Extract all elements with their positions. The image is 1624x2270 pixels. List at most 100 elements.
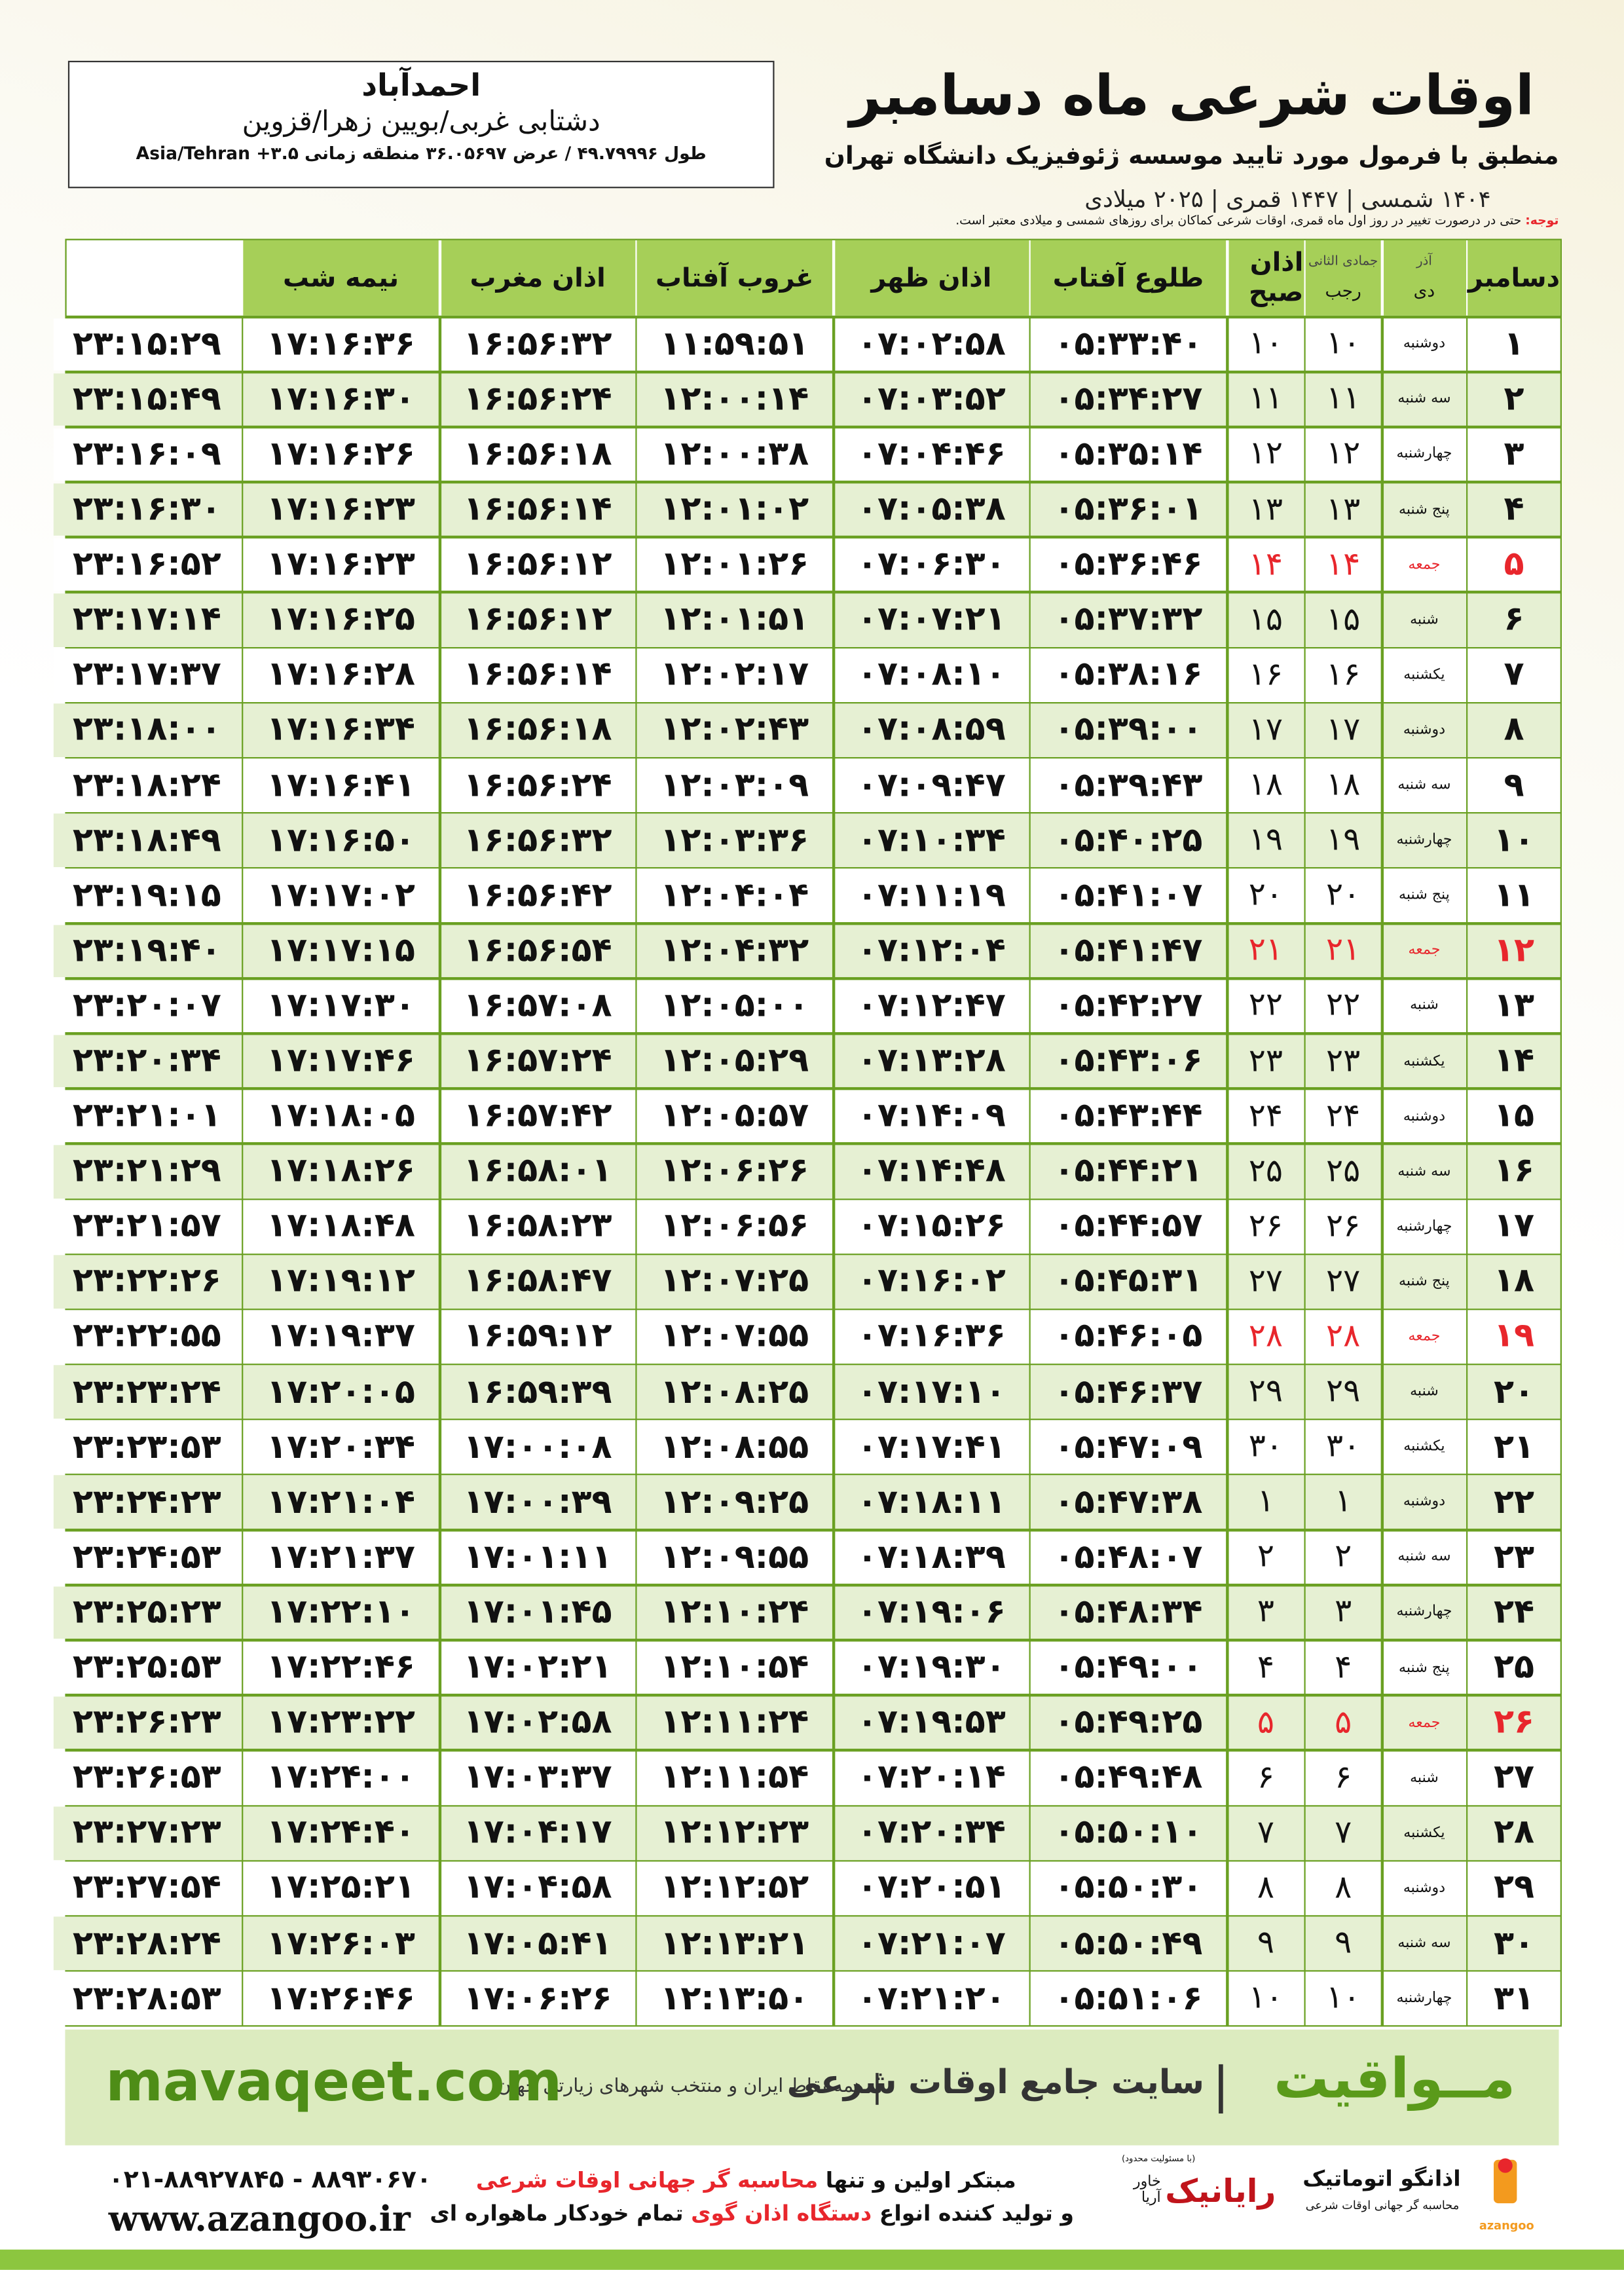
column-header: اذان ظهر [834, 240, 1029, 316]
table-cell: ۱۷:۲۱:۳۷ [243, 1531, 439, 1584]
table-cell: ۲۸ [1228, 1310, 1304, 1364]
table-cell: ۰۵:۵۱:۰۶ [1030, 1972, 1227, 2026]
table-cell: ۱۲:۱۰:۵۴ [637, 1641, 832, 1694]
table-cell: ۰۵:۴۳:۴۴ [1030, 1089, 1227, 1143]
table-cell: ۱۰ [1305, 1972, 1381, 2026]
table-cell: ۱۲:۰۷:۲۵ [637, 1255, 832, 1309]
table-cell: ۲۳:۱۹:۴۰ [52, 924, 242, 978]
table-row: ۲۸ یکشنبه ۷ ۷ ۰۵:۵۰:۱۰ ۰۷:۲۰:۳۴ ۱۲:۱۲:۲۳ ۱۷:۰۴:… [52, 1806, 1560, 1860]
table-cell: ۱۲:۱۳:۲۱ [637, 1916, 832, 1970]
table-cell: ۰۵:۴۷:۳۸ [1030, 1476, 1227, 1529]
table-cell: ۳۰ [1228, 1421, 1304, 1474]
text: تمام خودکار ماهواره ای [430, 2200, 684, 2227]
table-header: دسامبر آذر دی جمادی الثانی رجب اذان صبح طلوع آ… [66, 240, 1560, 316]
table-cell: ۱۲:۰۵:۲۹ [637, 1034, 832, 1088]
table-row: ۹ سه شنبه ۱۸ ۱۸ ۰۵:۳۹:۴۳ ۰۷:۰۹:۴۷ ۱۲:۰۳:۰۹ ۱۶:۵… [52, 758, 1560, 812]
table-cell: ۱۲ [1228, 428, 1304, 481]
table-cell: ۱۲:۰۵:۰۰ [637, 979, 832, 1033]
table-cell: ۰۷:۱۲:۰۴ [834, 924, 1029, 978]
table-cell: ۴ [1228, 1641, 1304, 1694]
table-cell: ۰۵:۳۳:۴۰ [1030, 318, 1227, 371]
table-cell: ۱۶ [1228, 648, 1304, 702]
table-cell: جمعه [1382, 1310, 1466, 1364]
table-cell: ۱۷:۱۹:۳۷ [243, 1310, 439, 1364]
table-cell: ۱۷:۰۱:۴۵ [441, 1586, 635, 1639]
table-cell: ۲۱ [1305, 924, 1381, 978]
table-cell: ۱۲:۰۱:۲۶ [637, 538, 832, 591]
table-cell: ۱۶:۵۷:۰۸ [441, 979, 635, 1033]
table-cell: ۱۷:۰۰:۰۸ [441, 1421, 635, 1474]
table-cell: چهارشنبه [1382, 1586, 1466, 1639]
table-cell: ۲۵ [1305, 1145, 1381, 1199]
table-cell: ۲۰ [1228, 869, 1304, 923]
table-cell: ۲۳:۱۶:۳۰ [52, 483, 242, 536]
logo-azangoo: اذانگو اتوماتیک [1302, 2165, 1461, 2192]
table-row: ۳۱ چهارشنبه ۱۰ ۱۰ ۰۵:۵۱:۰۶ ۰۷:۲۱:۲۰ ۱۲:۱۳:۵۰ ۱۷… [52, 1972, 1560, 2026]
table-cell: ۱۷:۱۷:۴۶ [243, 1034, 439, 1088]
table-cell: ۰۷:۱۲:۴۷ [834, 979, 1029, 1033]
table-cell: ۱۲ [1305, 428, 1381, 481]
table-cell: ۱۷:۱۶:۳۰ [243, 373, 439, 426]
table-cell: ۰۵:۴۶:۰۵ [1030, 1310, 1227, 1364]
subtitle: منطبق با فرمول مورد تایید موسسه ژئوفیزیک… [824, 141, 1559, 171]
table-cell: ۲۰ [1467, 1365, 1560, 1419]
table-cell: یکشنبه [1382, 648, 1466, 702]
table-cell: ۰۷:۱۹:۳۰ [834, 1641, 1029, 1694]
table-cell: ۱ [1467, 318, 1560, 371]
table-cell: ۰۵:۴۹:۴۸ [1030, 1751, 1227, 1805]
column-header: اذان صبح [1228, 240, 1304, 316]
slogan: سایت جامع اوقات شرعی [786, 2064, 1204, 2102]
phone: ۰۲۱-۸۸۹۲۷۸۴۵ - ۸۸۹۳۰۶۷۰ [108, 2165, 432, 2195]
table-cell: ۱۷:۲۴:۴۰ [243, 1806, 439, 1860]
table-cell: ۱۳ [1228, 483, 1304, 536]
table-cell: ۱۷:۱۷:۰۲ [243, 869, 439, 923]
column-header: جمادی الثانی رجب [1305, 240, 1381, 316]
table-cell: یکشنبه [1382, 1034, 1466, 1088]
logo-azangoo-en: azangoo [1479, 2219, 1534, 2233]
table-cell: ۱۷:۰۴:۵۸ [441, 1861, 635, 1915]
table-row: ۸ دوشنبه ۱۷ ۱۷ ۰۵:۳۹:۰۰ ۰۷:۰۸:۵۹ ۱۲:۰۲:۴۳ ۱۶:۵۶… [52, 703, 1560, 757]
table-cell: پنج شنبه [1382, 483, 1466, 536]
table-cell: ۲۳ [1467, 1531, 1560, 1584]
table-cell: ۷ [1467, 648, 1560, 702]
table-cell: ۰۵:۴۷:۰۹ [1030, 1421, 1227, 1474]
table-cell: ۲۳:۱۶:۰۹ [52, 428, 242, 481]
table-cell: سه شنبه [1382, 1145, 1466, 1199]
table-cell: ۱۷:۱۶:۲۶ [243, 428, 439, 481]
table-cell: ۱۷:۲۰:۳۴ [243, 1421, 439, 1474]
table-cell: ۱۰ [1467, 813, 1560, 867]
table-cell: ۲۳:۲۱:۰۱ [52, 1089, 242, 1143]
table-cell: ۰۵:۳۸:۱۶ [1030, 648, 1227, 702]
table-cell: ۱۷:۱۶:۳۴ [243, 703, 439, 757]
column-header-sub: جمادی الثانی [1308, 255, 1378, 270]
table-cell: ۰۷:۱۳:۲۸ [834, 1034, 1029, 1088]
website[interactable]: www.azangoo.ir [108, 2197, 411, 2240]
table-cell: ۱۲:۱۳:۵۰ [637, 1972, 832, 2026]
location-box: احمدآباد دشتابی غربی/بویین زهرا/قزوین طو… [67, 60, 775, 189]
table-cell: ۲۸ [1467, 1806, 1560, 1860]
table-cell: ۱۶:۵۶:۴۲ [441, 869, 635, 923]
table-cell: ۱۲:۰۹:۵۵ [637, 1531, 832, 1584]
table-cell: ۱۷:۱۶:۲۳ [243, 538, 439, 591]
column-header-main: دی [1413, 280, 1435, 301]
table-cell: دوشنبه [1382, 703, 1466, 757]
table-cell: ۱۷:۰۰:۳۹ [441, 1476, 635, 1529]
table-cell: ۴ [1305, 1641, 1381, 1694]
footer-line: مبتکر اولین و تنها محاسبه گر جهانی اوقات… [476, 2167, 1016, 2193]
table-cell: سه شنبه [1382, 1916, 1466, 1970]
table-cell: ۰۵:۳۴:۲۷ [1030, 373, 1227, 426]
table-cell: ۰۷:۲۱:۲۰ [834, 1972, 1029, 2026]
table-cell: ۰۵:۴۱:۰۷ [1030, 869, 1227, 923]
table-cell: ۱۲:۱۱:۵۴ [637, 1751, 832, 1805]
table-cell: ۲ [1467, 373, 1560, 426]
table-cell: ۲۳:۱۷:۳۷ [52, 648, 242, 702]
table-cell: ۱۷:۲۶:۰۳ [243, 1916, 439, 1970]
table-cell: ۰۷:۱۹:۰۶ [834, 1586, 1029, 1639]
table-cell: ۰۵:۴۲:۲۷ [1030, 979, 1227, 1033]
table-cell: شنبه [1382, 593, 1466, 647]
url[interactable]: mavaqeet.com [105, 2049, 563, 2114]
table-cell: ۲۳:۲۶:۵۳ [52, 1751, 242, 1805]
table-cell: ۱۸ [1228, 758, 1304, 812]
table-row: ۲۰ شنبه ۲۹ ۲۹ ۰۵:۴۶:۳۷ ۰۷:۱۷:۱۰ ۱۲:۰۸:۲۵ ۱۶:۵۹:… [52, 1365, 1560, 1419]
table-cell: ۰۷:۰۳:۵۲ [834, 373, 1029, 426]
